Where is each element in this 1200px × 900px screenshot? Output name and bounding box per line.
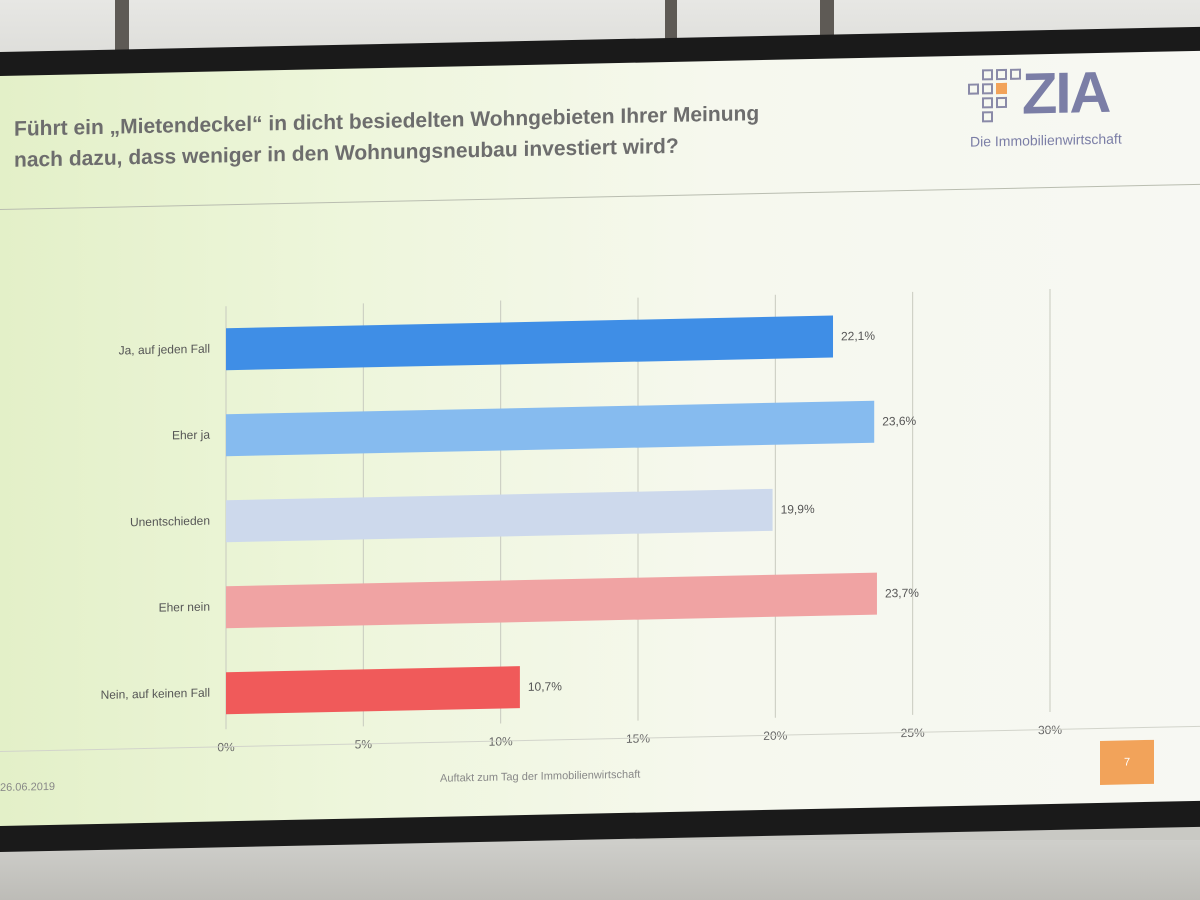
bar-value-label: 19,9% bbox=[781, 502, 815, 517]
slide-title: Führt ein „Mietendeckel“ in dicht besied… bbox=[14, 94, 934, 175]
background-floor-area bbox=[0, 840, 1200, 900]
logo-wordmark: ZIA bbox=[1022, 59, 1110, 127]
logo-squares-icon bbox=[968, 68, 1024, 126]
bar bbox=[226, 315, 834, 371]
bar bbox=[226, 666, 520, 715]
bar-value-label: 22,1% bbox=[841, 329, 875, 344]
page-number-badge: 7 bbox=[1100, 739, 1154, 785]
bar-value-label: 23,7% bbox=[885, 586, 919, 601]
footer-date: 26.06.2019 bbox=[0, 780, 56, 794]
bar-chart: 0%5%10%15%20%25%30%22,1%23,6%19,9%23,7%1… bbox=[217, 288, 1062, 754]
footer-event-title: Auftakt zum Tag der Immobilienwirtschaft bbox=[440, 768, 641, 785]
zia-logo: ZIA Die Immobilienwirtschaft bbox=[968, 60, 1158, 160]
bar-value-label: 23,6% bbox=[882, 414, 916, 429]
bar bbox=[226, 488, 773, 543]
bar bbox=[226, 572, 877, 629]
bar-value-label: 10,7% bbox=[528, 679, 562, 694]
logo-subtitle: Die Immobilienwirtschaft bbox=[970, 130, 1122, 150]
bar bbox=[226, 400, 875, 457]
presentation-slide: Führt ein „Mietendeckel“ in dicht besied… bbox=[0, 50, 1200, 826]
